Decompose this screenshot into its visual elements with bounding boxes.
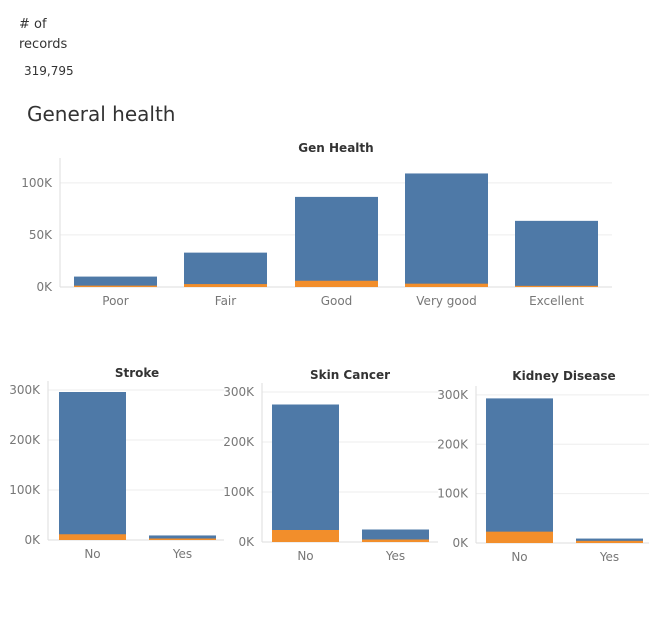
skin-cancer-bar-yes[interactable] bbox=[272, 530, 339, 542]
kidney-disease-ytick-label: 0K bbox=[452, 536, 469, 550]
gen-health-title: Gen Health bbox=[298, 141, 373, 155]
kidney-disease-x-label: Yes bbox=[599, 550, 619, 564]
skin-cancer-ytick-label: 200K bbox=[223, 435, 255, 449]
skin-cancer-bar-total[interactable] bbox=[272, 404, 339, 543]
gen-health-ytick-label: 100K bbox=[21, 176, 53, 190]
stroke-x-label: Yes bbox=[172, 547, 192, 561]
gen-health-bar-yes[interactable] bbox=[74, 285, 157, 287]
gen-health-x-label: Fair bbox=[215, 294, 236, 308]
skin-cancer-bar-total[interactable] bbox=[362, 529, 429, 543]
kidney-disease-ytick-label: 200K bbox=[437, 437, 469, 451]
kidney-disease-bar-yes[interactable] bbox=[576, 540, 643, 543]
gen-health-bar-total[interactable] bbox=[295, 196, 378, 287]
gen-health-x-label: Good bbox=[321, 294, 353, 308]
gen-health-bar-total[interactable] bbox=[405, 173, 488, 287]
gen-health-ytick-label: 50K bbox=[29, 228, 53, 242]
kidney-disease-ytick-label: 100K bbox=[437, 487, 469, 501]
gen-health-bar-yes[interactable] bbox=[515, 285, 598, 287]
gen-health-ytick-label: 0K bbox=[36, 280, 53, 294]
gen-health-bar-yes[interactable] bbox=[184, 284, 267, 287]
gen-health-bar-total[interactable] bbox=[184, 252, 267, 287]
kpi-label: # of records bbox=[19, 17, 68, 52]
skin-cancer-title: Skin Cancer bbox=[310, 368, 390, 382]
stroke-ytick-label: 300K bbox=[9, 383, 41, 397]
kidney-disease-bar-total[interactable] bbox=[486, 398, 553, 543]
kidney-disease-x-label: No bbox=[511, 550, 527, 564]
skin-cancer-ytick-label: 100K bbox=[223, 485, 255, 499]
kidney-disease-title: Kidney Disease bbox=[512, 369, 615, 383]
stroke-x-label: No bbox=[84, 547, 100, 561]
stroke-ytick-label: 200K bbox=[9, 433, 41, 447]
stroke-bar-total[interactable] bbox=[59, 392, 126, 540]
kpi-value: 319,795 bbox=[24, 64, 74, 78]
stroke-bar-total[interactable] bbox=[149, 535, 216, 540]
gen-health-x-label: Poor bbox=[102, 294, 128, 308]
skin-cancer-x-label: Yes bbox=[385, 549, 405, 563]
stroke-bar-yes[interactable] bbox=[59, 534, 126, 540]
stroke-title: Stroke bbox=[115, 366, 159, 380]
section-title: General health bbox=[27, 102, 176, 126]
skin-cancer-ytick-label: 0K bbox=[238, 535, 255, 549]
stroke-ytick-label: 0K bbox=[24, 533, 41, 547]
gen-health-x-label: Very good bbox=[416, 294, 476, 308]
stroke-bar-yes[interactable] bbox=[149, 538, 216, 541]
gen-health-bar-yes[interactable] bbox=[405, 283, 488, 287]
gen-health-bar-yes[interactable] bbox=[295, 280, 378, 287]
skin-cancer-ytick-label: 300K bbox=[223, 385, 255, 399]
skin-cancer-x-label: No bbox=[297, 549, 313, 563]
skin-cancer-bar-yes[interactable] bbox=[362, 539, 429, 543]
gen-health-x-label: Excellent bbox=[529, 294, 584, 308]
gen-health-bar-total[interactable] bbox=[515, 220, 598, 287]
gen-health-bar-total[interactable] bbox=[74, 276, 157, 287]
kidney-disease-ytick-label: 300K bbox=[437, 388, 469, 402]
stroke-ytick-label: 100K bbox=[9, 483, 41, 497]
kidney-disease-bar-total[interactable] bbox=[576, 538, 643, 543]
kidney-disease-bar-yes[interactable] bbox=[486, 531, 553, 543]
